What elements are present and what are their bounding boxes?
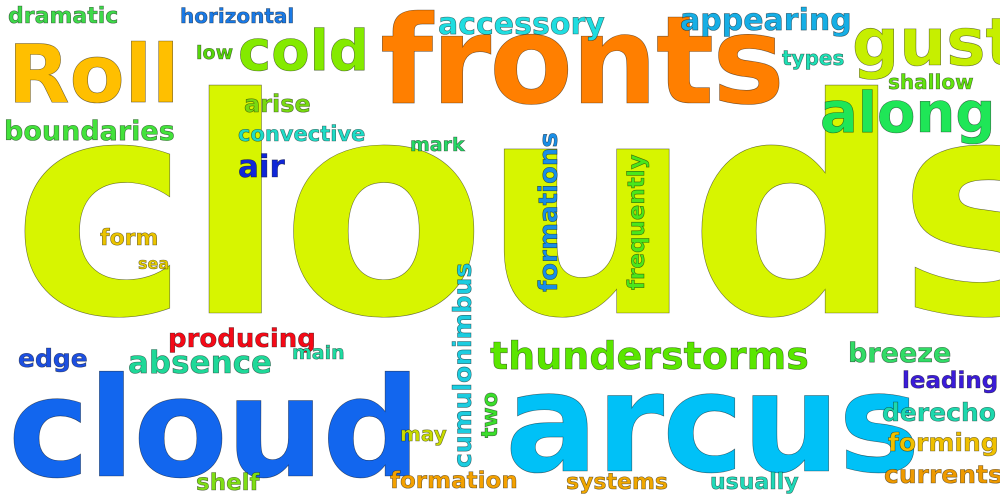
word-frequently: frequently bbox=[624, 154, 651, 290]
word-along: along bbox=[820, 81, 996, 146]
word-mark: mark bbox=[410, 134, 465, 156]
word-producing: producing bbox=[168, 324, 316, 354]
word-roll: Roll bbox=[8, 28, 180, 121]
word-thunderstorms: thunderstorms bbox=[490, 334, 809, 378]
word-cold: cold bbox=[238, 19, 370, 84]
word-air: air bbox=[238, 149, 285, 185]
word-systems: systems bbox=[566, 470, 669, 495]
word-cumulonimbus: cumulonimbus bbox=[448, 262, 478, 468]
word-clouds: clouds bbox=[12, 35, 1000, 384]
word-leading: leading bbox=[902, 368, 999, 394]
word-main: main bbox=[292, 342, 345, 364]
word-edge: edge bbox=[18, 344, 88, 373]
word-sea: sea bbox=[138, 254, 170, 273]
word-fronts: fronts bbox=[380, 0, 785, 132]
word-currents: currents bbox=[884, 460, 1000, 489]
word-two: two bbox=[478, 392, 504, 439]
word-usually: usually bbox=[710, 470, 799, 495]
word-form: form bbox=[100, 226, 159, 251]
word-absence: absence bbox=[128, 345, 273, 381]
word-types: types bbox=[782, 46, 845, 70]
word-derecho: derecho bbox=[882, 398, 997, 427]
word-shelf: shelf bbox=[196, 470, 260, 496]
word-forming: forming bbox=[888, 428, 999, 457]
word-convective: convective bbox=[238, 122, 366, 146]
word-gust: gust bbox=[852, 4, 1000, 81]
word-arcus: arcus bbox=[505, 343, 921, 500]
word-dramatic: dramatic bbox=[8, 4, 119, 29]
word-accessory: accessory bbox=[438, 7, 605, 42]
word-shallow: shallow bbox=[888, 70, 974, 94]
word-cloud: cloud bbox=[8, 348, 422, 500]
word-low: low bbox=[196, 42, 234, 64]
word-horizontal: horizontal bbox=[180, 4, 295, 28]
word-formations: formations bbox=[534, 132, 565, 292]
word-formation: formation bbox=[390, 468, 518, 494]
word-arise: arise bbox=[244, 90, 311, 118]
word-may: may bbox=[400, 422, 447, 446]
word-appearing: appearing bbox=[680, 3, 852, 38]
word-breeze: breeze bbox=[848, 338, 952, 369]
word-boundaries: boundaries bbox=[4, 116, 175, 147]
